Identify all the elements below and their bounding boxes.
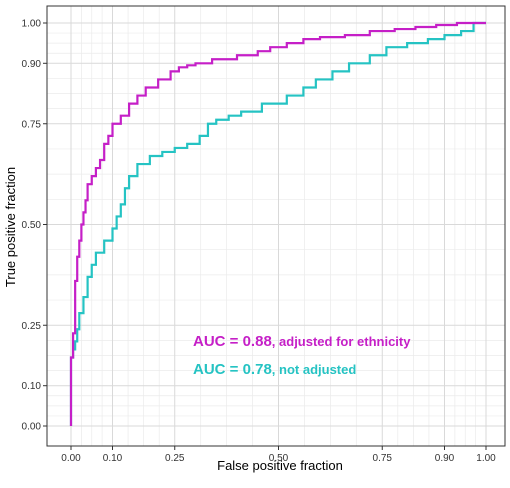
x-tick-label: 0.50 [269,453,289,464]
annotation-adjusted-detail: , adjusted for ethnicity [272,334,411,349]
y-tick-label: 0.75 [22,119,42,130]
annotation-not-adjusted-main: AUC = 0.78 [193,361,272,378]
y-axis-title: True positive fraction [3,167,18,287]
annotation-not-adjusted-detail: , not adjusted [272,362,357,377]
x-tick-label: 0.00 [61,453,81,464]
x-tick-label: 1.00 [476,453,496,464]
x-tick-label: 0.25 [165,453,185,464]
plot-panel-border [46,5,506,447]
y-tick-label: 0.25 [22,321,42,332]
axis-ticks: 0.00 0.10 0.25 0.50 0.75 0.90 1.00 0.00 0.10 0.25… [22,19,497,465]
x-tick-label: 0.75 [373,453,393,464]
annotation-not-adjusted: AUC = 0.78, not adjusted [193,361,356,378]
y-tick-label: 0.00 [22,422,42,433]
y-tick-label: 0.10 [22,381,42,392]
annotation-adjusted-main: AUC = 0.88 [193,333,272,350]
x-axis-title: False positive fraction [217,458,343,473]
annotation-adjusted: AUC = 0.88, adjusted for ethnicity [193,333,411,350]
y-tick-label: 0.90 [22,59,42,70]
x-tick-label: 0.10 [103,453,123,464]
roc-curves [69,21,486,426]
y-tick-label: 0.50 [22,220,42,231]
roc-curve-not-adjusted [69,21,486,426]
y-tick-label: 1.00 [22,19,42,30]
grid-lines [47,6,505,446]
x-tick-label: 0.90 [435,453,455,464]
roc-curve-adjusted [69,21,486,426]
